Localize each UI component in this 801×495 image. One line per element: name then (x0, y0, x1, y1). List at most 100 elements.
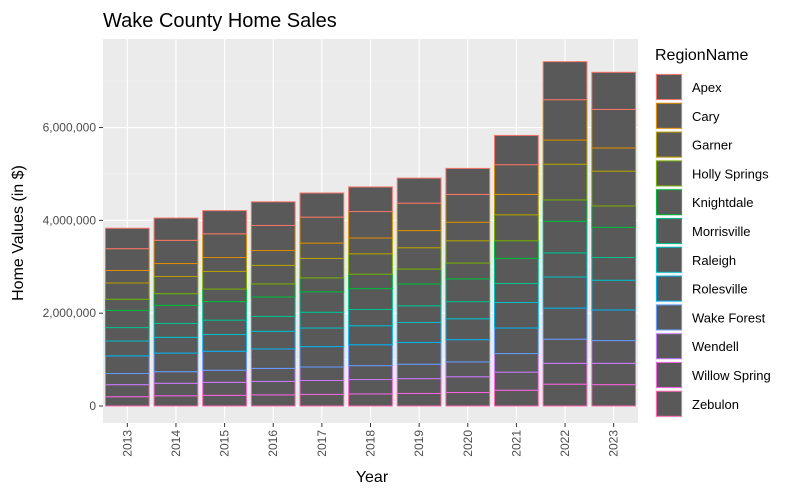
bar-segment-rolesville (542, 276, 588, 309)
bar-segment-rolesville (396, 321, 442, 343)
legend-key (656, 275, 682, 302)
bar-segment-rolesville (202, 334, 247, 352)
bar-segment-knightdale (299, 277, 345, 293)
legend-key (656, 333, 682, 360)
bar-segment-willow-spring (299, 379, 345, 395)
bar-segment-rolesville (591, 279, 637, 311)
x-tick-label: 2020 (461, 430, 475, 457)
bar-segment-rolesville (250, 330, 296, 350)
y-tick-label: 2,000,000 (43, 306, 97, 320)
bar-segment-wake-forest (348, 344, 393, 367)
bar-segment-zebulon (250, 394, 296, 407)
bar-segment-wake-forest (445, 339, 491, 363)
bar-segment-apex (396, 177, 442, 204)
bar-segment-knightdale (104, 298, 150, 311)
bar-segment-wendell (153, 371, 199, 384)
bar-segment-raleigh (494, 282, 539, 304)
legend-key (656, 74, 682, 100)
x-tick-label: 2015 (218, 430, 232, 457)
x-tick-label: 2013 (120, 430, 134, 457)
bar-segment-wake-forest (299, 346, 345, 368)
bar-segment-wake-forest (494, 327, 539, 355)
bar-segment-cary (494, 164, 539, 195)
bar-segment-knightdale (445, 262, 491, 280)
bar-segment-garner (396, 230, 442, 249)
x-tick-label: 2014 (169, 430, 183, 457)
bar-segment-wendell (104, 373, 150, 386)
bar-segment-cary (299, 216, 345, 244)
bar-segment-holly-springs (396, 247, 442, 270)
bar-segment-cary (250, 224, 296, 252)
legend-label: Apex (692, 80, 722, 95)
bar-segment-morrisville (445, 278, 491, 303)
y-axis-title: Home Values (in $) (10, 165, 27, 301)
bar-segment-garner (494, 193, 539, 216)
y-axis: 0 2,000,000 4,000,000 6,000,000 (43, 121, 103, 413)
bar-segment-raleigh (591, 256, 637, 281)
bar-segment-knightdale (396, 268, 442, 285)
legend-label: Wendell (692, 339, 739, 354)
bar-segment-zebulon (202, 394, 247, 407)
bar-segment-wendell (250, 367, 296, 382)
bar-segment-garner (153, 263, 199, 278)
bar-segment-knightdale (591, 205, 637, 228)
bar-segment-garner (299, 242, 345, 259)
x-tick-label: 2017 (315, 430, 329, 457)
bar-segment-knightdale (153, 293, 199, 306)
legend-key (656, 246, 682, 273)
bar-segment-wendell (299, 366, 345, 381)
bar-segment-wendell (494, 353, 539, 373)
legend-key (656, 189, 682, 216)
bar-segment-apex (348, 186, 393, 213)
bar-segment-garner (104, 269, 150, 284)
bar-segment-raleigh (202, 319, 247, 336)
bar-segment-willow-spring (202, 381, 247, 396)
bar-segment-cary (445, 193, 491, 223)
bar-segment-holly-springs (299, 257, 345, 279)
bar-segment-wendell (542, 338, 588, 364)
chart-title: Wake County Home Sales (103, 10, 337, 32)
bar-segment-willow-spring (542, 362, 588, 385)
bar-segment-zebulon (542, 383, 588, 407)
bar-segment-rolesville (348, 325, 393, 346)
bar-segment-zebulon (445, 392, 491, 407)
legend-key (656, 362, 682, 388)
bar-segment-knightdale (250, 283, 296, 298)
x-tick-label: 2023 (607, 430, 621, 457)
bar-segment-wake-forest (250, 348, 296, 369)
bar-segment-apex (299, 192, 345, 218)
bar-segment-wendell (348, 365, 393, 381)
bar-segment-knightdale (542, 199, 588, 222)
bar-segment-willow-spring (104, 384, 150, 398)
bar-segment-holly-springs (445, 240, 491, 264)
bar-segment-rolesville (153, 336, 199, 354)
bar-segment-wake-forest (202, 350, 247, 371)
bar-segment-raleigh (104, 327, 150, 342)
bar-segment-wake-forest (591, 309, 637, 342)
bar-segment-rolesville (299, 327, 345, 348)
legend-label: Knightdale (692, 195, 753, 210)
bar-segment-garner (591, 147, 637, 172)
y-tick-label: 4,000,000 (43, 213, 97, 227)
bar-segment-morrisville (299, 291, 345, 313)
bar-segment-apex (494, 134, 539, 166)
bar-segment-zebulon (348, 393, 393, 407)
bar-segment-wake-forest (153, 352, 199, 373)
bar-segment-garner (250, 250, 296, 266)
bar-segment-knightdale (348, 273, 393, 290)
bar-segment-morrisville (250, 296, 296, 317)
bar-segment-cary (153, 239, 199, 265)
bar-segment-willow-spring (153, 382, 199, 397)
bar-segment-morrisville (542, 220, 588, 254)
legend-key (656, 218, 682, 244)
bar-segment-raleigh (299, 311, 345, 329)
bar-segment-garner (202, 256, 247, 272)
bar-segment-wake-forest (104, 355, 150, 375)
bar-segment-willow-spring (348, 379, 393, 395)
bar-segment-wake-forest (396, 341, 442, 365)
bar-segment-cary (202, 233, 247, 258)
bar-segment-holly-springs (542, 163, 588, 201)
bar-segment-cary (591, 108, 637, 149)
bar-segment-zebulon (299, 393, 345, 407)
bar-segment-cary (542, 99, 588, 141)
